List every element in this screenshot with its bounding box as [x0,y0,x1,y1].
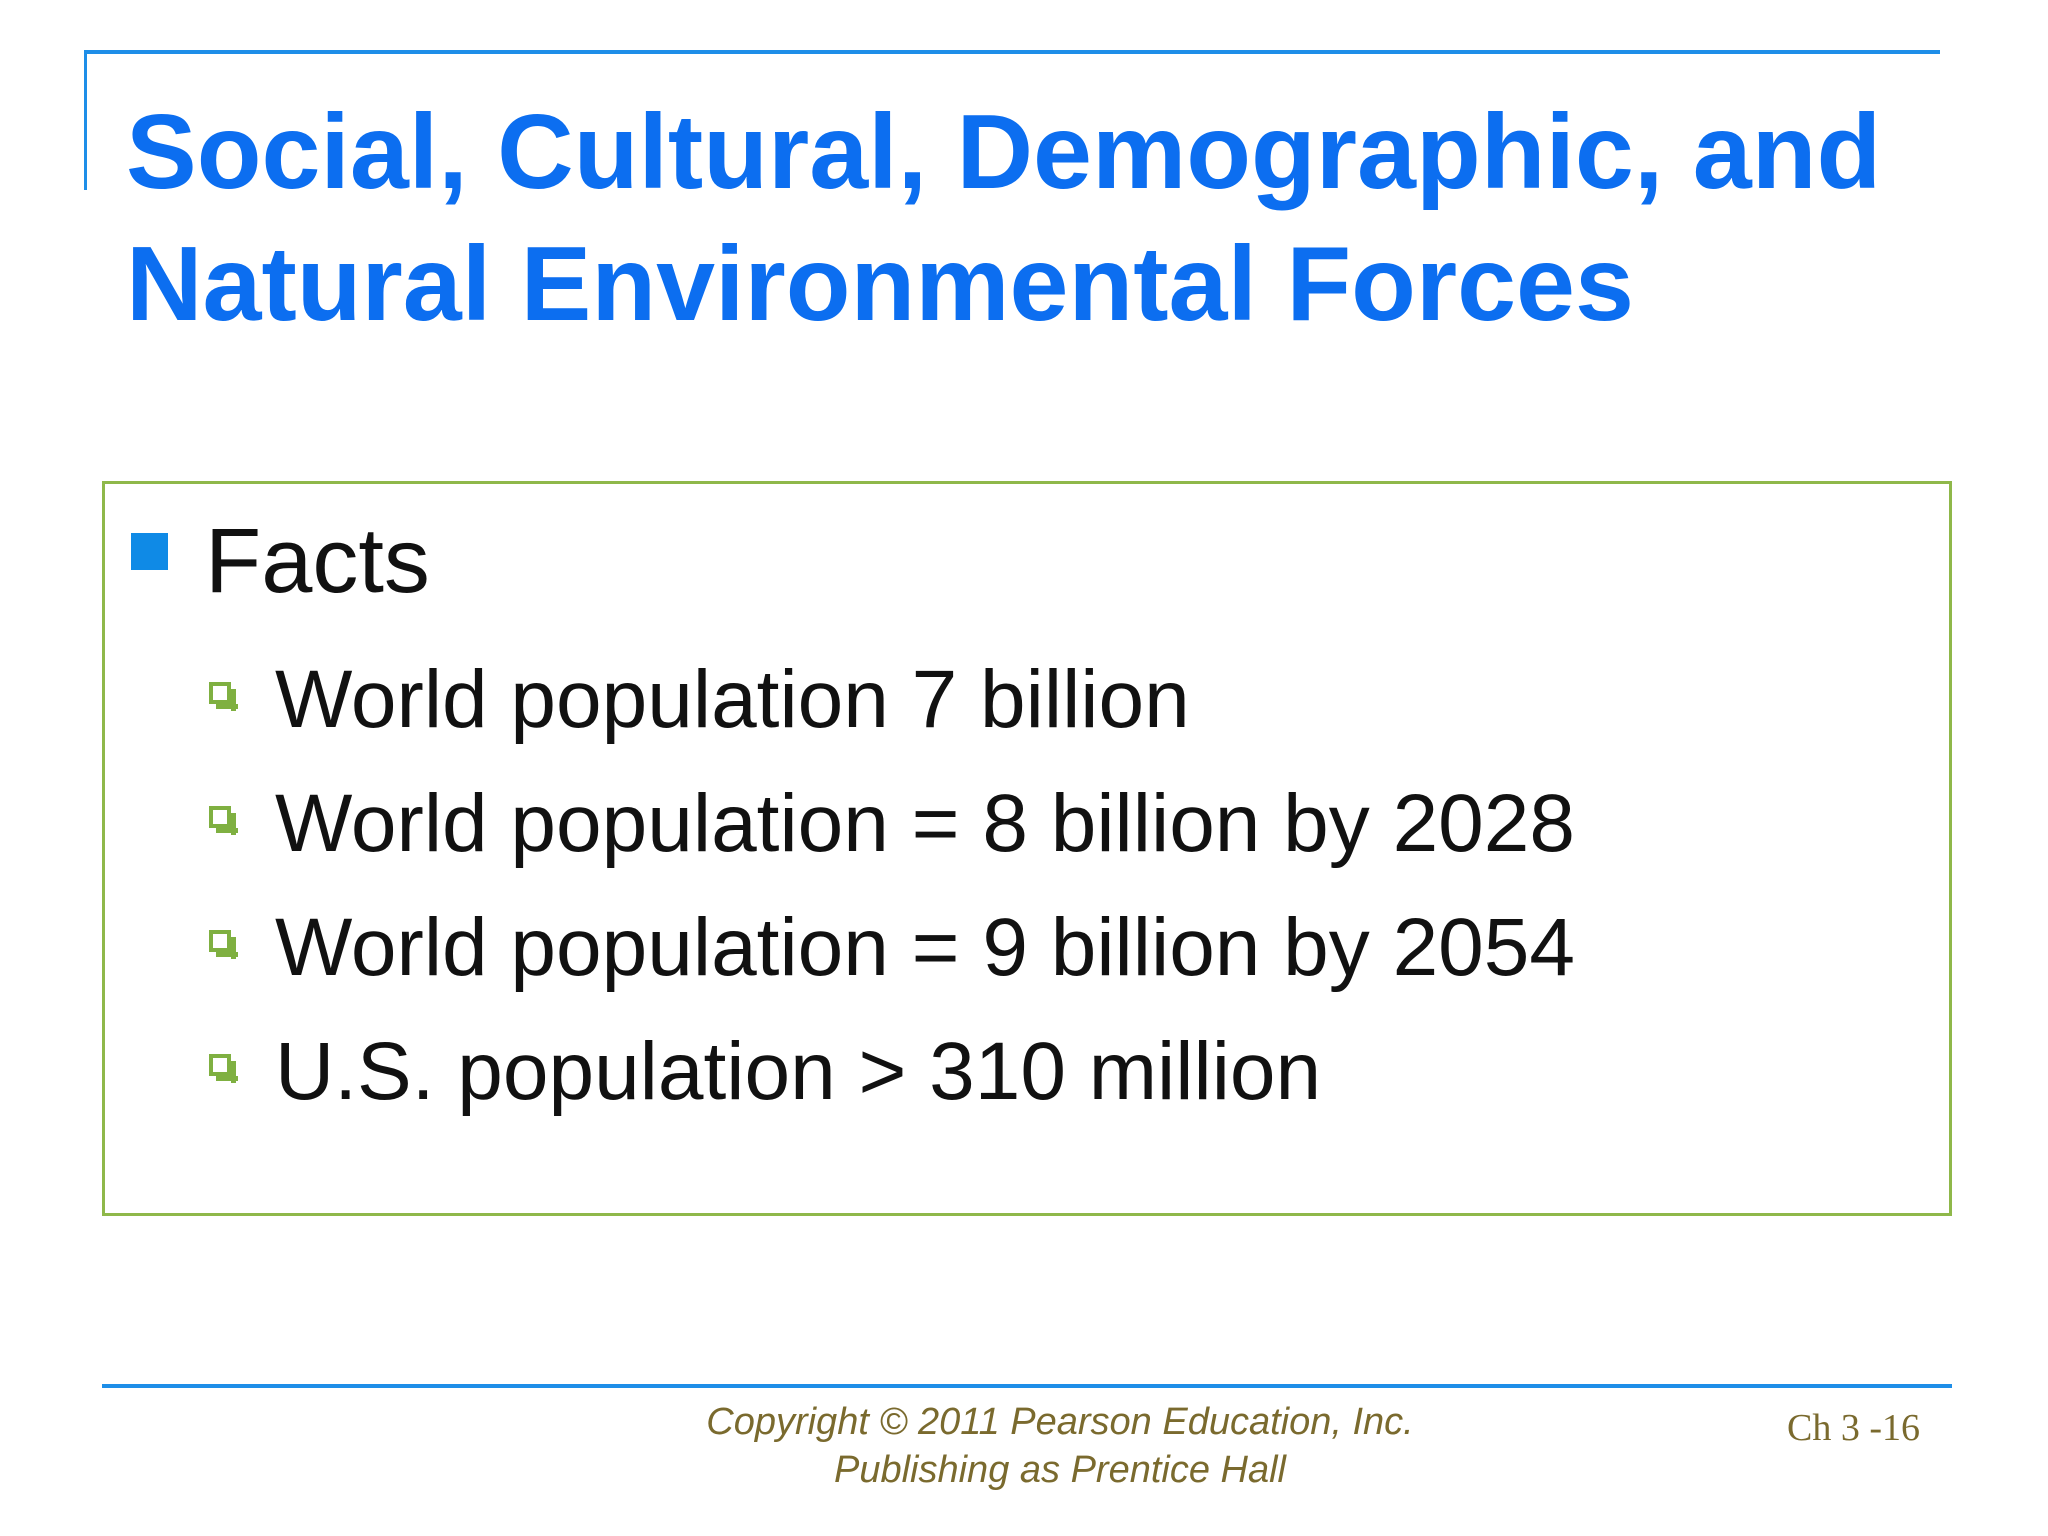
hollow-square-bullet-icon [209,1054,238,1083]
copyright-notice: Copyright © 2011 Pearson Education, Inc.… [560,1398,1560,1494]
hollow-square-bullet-icon [209,682,238,711]
page-number: Ch 3 -16 [1787,1407,1920,1449]
sub-bullet-item: World population = 8 billion by 2028 [105,776,1945,886]
main-bullet-text: Facts [205,510,430,612]
title-top-rule [84,50,1940,54]
sub-bullet-text: World population = 8 billion by 2028 [275,778,1575,869]
sub-bullet-item: World population = 9 billion by 2054 [105,900,1945,1010]
sub-bullet-text: World population = 9 billion by 2054 [275,902,1575,993]
hollow-square-bullet-icon [209,930,238,959]
sub-bullet-item: World population 7 billion [105,652,1945,762]
content-box: Facts World population 7 billion World p… [102,481,1952,1216]
slide-title-line-2: Natural Environmental Forces [126,225,1634,343]
footer-rule [102,1384,1952,1388]
hollow-square-bullet-icon [209,806,238,835]
sub-bullet-text: World population 7 billion [275,654,1190,745]
title-left-rule [84,50,87,190]
slide-title: Social, Cultural, Demographic, and Natur… [126,86,1946,350]
sub-bullet-text: U.S. population > 310 million [275,1026,1322,1117]
sub-bullet-item: U.S. population > 310 million [105,1024,1945,1134]
copyright-line-2: Publishing as Prentice Hall [833,1449,1286,1491]
copyright-line-1: Copyright © 2011 Pearson Education, Inc. [706,1401,1414,1443]
slide-title-line-1: Social, Cultural, Demographic, and [126,93,1882,211]
square-bullet-icon [131,533,168,570]
